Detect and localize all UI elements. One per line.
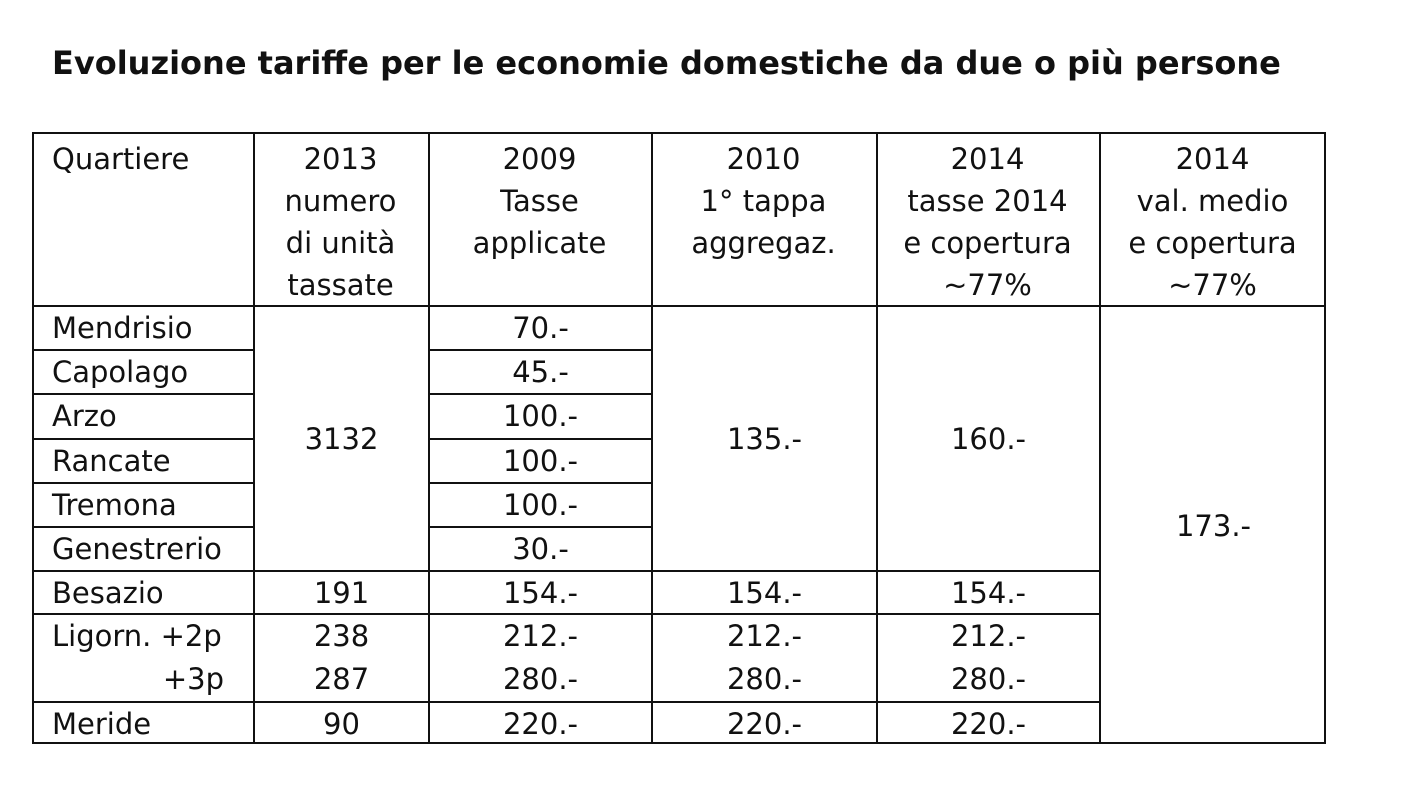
tax2010-meride: 220.-: [726, 707, 803, 741]
header-line: 1° tappa: [700, 184, 827, 218]
tax2014-besazio: 154.-: [950, 576, 1027, 610]
header-line: 2009: [502, 142, 577, 176]
col-divider: [876, 134, 878, 742]
row-divider: [34, 526, 253, 528]
row-name-rancate: Rancate: [52, 444, 171, 478]
row-divider: [428, 526, 651, 528]
header-line: Tasse: [500, 184, 579, 218]
header-2009-tax: 2009 Tasse applicate: [428, 134, 651, 305]
header-line: di unità: [285, 226, 396, 260]
row-name-ligornetto-3p: +3p: [162, 662, 224, 696]
tax2009-besazio: 154.-: [502, 576, 579, 610]
header-line: numero: [284, 184, 397, 218]
row-divider: [34, 393, 253, 395]
row-name-meride: Meride: [52, 707, 152, 741]
units-ligornetto-3p: 287: [313, 662, 370, 696]
tax2009-arzo: 100.-: [502, 399, 579, 433]
col-divider: [1099, 134, 1101, 742]
header-2014-avg: 2014 val. medio e copertura ~77%: [1099, 134, 1326, 305]
tax2010-merged-cell: 135.-: [726, 421, 803, 456]
header-line: applicate: [472, 226, 607, 260]
row-name-besazio: Besazio: [52, 576, 164, 610]
row-divider: [34, 570, 1099, 572]
units-merged-cell: 3132: [304, 421, 379, 456]
header-line: 2010: [726, 142, 801, 176]
row-divider: [34, 438, 253, 440]
header-2010-tax: 2010 1° tappa aggregaz.: [651, 134, 876, 305]
tax2009-ligornetto-3p: 280.-: [502, 662, 579, 696]
tax2014-ligornetto-3p: 280.-: [950, 662, 1027, 696]
row-divider: [34, 701, 1099, 703]
col-divider: [651, 134, 653, 742]
tax2010-ligornetto-2p: 212.-: [726, 619, 803, 653]
row-name-genestrerio: Genestrerio: [52, 532, 222, 566]
header-divider: [34, 305, 1326, 307]
tax2009-capolago: 45.-: [512, 355, 569, 389]
row-name-tremona: Tremona: [52, 488, 177, 522]
header-2013-units: 2013 numero di unità tassate: [253, 134, 428, 305]
row-divider: [428, 438, 651, 440]
row-name-arzo: Arzo: [52, 399, 117, 433]
page-title: Evoluzione tariffe per le economie domes…: [52, 44, 1281, 82]
header-line: 2014: [950, 142, 1025, 176]
header-line: ~77%: [1168, 268, 1257, 302]
header-line: e copertura: [903, 226, 1072, 260]
units-ligornetto-2p: 238: [313, 619, 370, 653]
row-divider: [34, 349, 253, 351]
header-2014-tax: 2014 tasse 2014 e copertura ~77%: [876, 134, 1099, 305]
row-name-ligornetto: Ligorn. +2p: [52, 619, 222, 653]
header-line: val. medio: [1136, 184, 1289, 218]
tax2009-genestrerio: 30.-: [512, 532, 569, 566]
tax2009-ligornetto-2p: 212.-: [502, 619, 579, 653]
row-divider: [428, 482, 651, 484]
tax2010-besazio: 154.-: [726, 576, 803, 610]
row-divider: [428, 393, 651, 395]
row-name-mendrisio: Mendrisio: [52, 311, 193, 345]
header-line: 2013: [303, 142, 378, 176]
tax2014-meride: 220.-: [950, 707, 1027, 741]
tax2009-tremona: 100.-: [502, 488, 579, 522]
header-line: tasse 2014: [907, 184, 1068, 218]
col-divider: [253, 134, 255, 742]
row-divider: [34, 482, 253, 484]
tax2010-ligornetto-3p: 280.-: [726, 662, 803, 696]
tax2009-rancate: 100.-: [502, 444, 579, 478]
row-divider: [428, 349, 651, 351]
tax2009-meride: 220.-: [502, 707, 579, 741]
tax2014-ligornetto-2p: 212.-: [950, 619, 1027, 653]
header-quartiere-text: Quartiere: [52, 142, 190, 176]
row-name-capolago: Capolago: [52, 355, 189, 389]
tax2009-mendrisio: 70.-: [512, 311, 569, 345]
header-line: tassate: [287, 268, 394, 302]
avg2014-merged-cell: 173.-: [1175, 508, 1252, 543]
header-quartiere: Quartiere: [34, 134, 253, 305]
header-line: ~77%: [943, 268, 1032, 302]
units-besazio: 191: [313, 576, 370, 610]
header-line: aggregaz.: [691, 226, 836, 260]
row-divider: [34, 613, 1099, 615]
units-meride: 90: [323, 707, 360, 741]
header-line: 2014: [1175, 142, 1250, 176]
header-line: e copertura: [1128, 226, 1297, 260]
tax2014-merged-cell: 160.-: [950, 421, 1027, 456]
tariff-table: Quartiere 2013 numero di unità tassate 2…: [32, 132, 1326, 744]
